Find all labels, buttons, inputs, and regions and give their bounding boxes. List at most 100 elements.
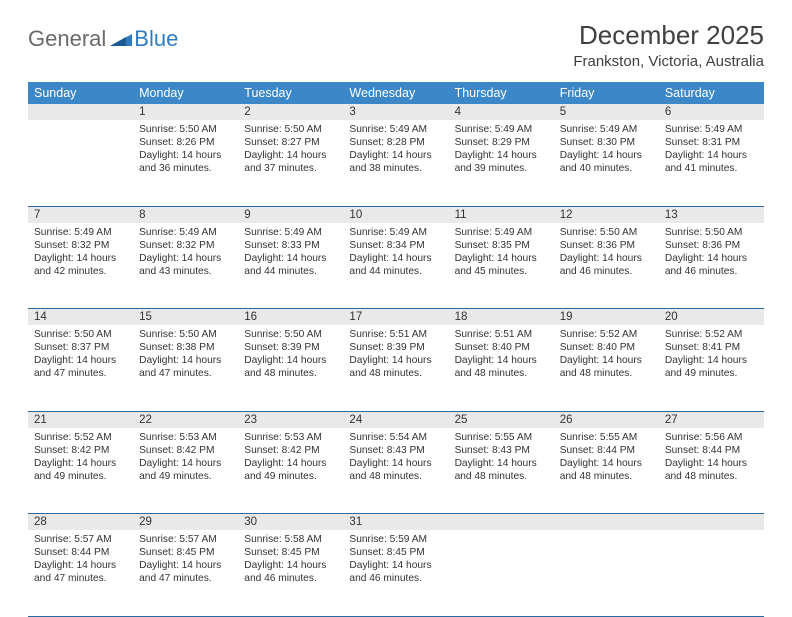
day-cell: Sunrise: 5:50 AMSunset: 8:39 PMDaylight:… (238, 325, 343, 411)
title-block: December 2025 Frankston, Victoria, Austr… (573, 20, 764, 70)
day-details: Sunrise: 5:57 AMSunset: 8:45 PMDaylight:… (133, 530, 238, 591)
day-cell: Sunrise: 5:50 AMSunset: 8:37 PMDaylight:… (28, 325, 133, 411)
day-details: Sunrise: 5:49 AMSunset: 8:30 PMDaylight:… (554, 120, 659, 181)
day-cell: Sunrise: 5:49 AMSunset: 8:29 PMDaylight:… (449, 120, 554, 206)
day-details: Sunrise: 5:53 AMSunset: 8:42 PMDaylight:… (133, 428, 238, 489)
day-cell: Sunrise: 5:59 AMSunset: 8:45 PMDaylight:… (343, 530, 448, 616)
day-cell: Sunrise: 5:58 AMSunset: 8:45 PMDaylight:… (238, 530, 343, 616)
daynum-row: 21222324252627 (28, 411, 764, 428)
weekday-header: Wednesday (343, 82, 448, 104)
day-number: 7 (28, 206, 133, 223)
logo-word2: Blue (134, 26, 178, 52)
day-number: 30 (238, 514, 343, 531)
weekday-header: Tuesday (238, 82, 343, 104)
weekday-header: Friday (554, 82, 659, 104)
daynum-row: 123456 (28, 104, 764, 120)
week-row: Sunrise: 5:57 AMSunset: 8:44 PMDaylight:… (28, 530, 764, 616)
day-number: 26 (554, 411, 659, 428)
day-cell: Sunrise: 5:53 AMSunset: 8:42 PMDaylight:… (238, 428, 343, 514)
day-details: Sunrise: 5:55 AMSunset: 8:44 PMDaylight:… (554, 428, 659, 489)
day-cell: Sunrise: 5:54 AMSunset: 8:43 PMDaylight:… (343, 428, 448, 514)
day-cell: Sunrise: 5:52 AMSunset: 8:41 PMDaylight:… (659, 325, 764, 411)
day-cell (28, 120, 133, 206)
week-row: Sunrise: 5:50 AMSunset: 8:26 PMDaylight:… (28, 120, 764, 206)
daynum-row: 28293031 (28, 514, 764, 531)
day-details: Sunrise: 5:51 AMSunset: 8:40 PMDaylight:… (449, 325, 554, 386)
day-details: Sunrise: 5:49 AMSunset: 8:34 PMDaylight:… (343, 223, 448, 284)
day-details: Sunrise: 5:57 AMSunset: 8:44 PMDaylight:… (28, 530, 133, 591)
day-details: Sunrise: 5:54 AMSunset: 8:43 PMDaylight:… (343, 428, 448, 489)
day-details: Sunrise: 5:51 AMSunset: 8:39 PMDaylight:… (343, 325, 448, 386)
day-details: Sunrise: 5:50 AMSunset: 8:37 PMDaylight:… (28, 325, 133, 386)
day-number: 20 (659, 309, 764, 326)
day-cell: Sunrise: 5:53 AMSunset: 8:42 PMDaylight:… (133, 428, 238, 514)
day-number: 1 (133, 104, 238, 120)
day-cell: Sunrise: 5:55 AMSunset: 8:44 PMDaylight:… (554, 428, 659, 514)
day-cell: Sunrise: 5:55 AMSunset: 8:43 PMDaylight:… (449, 428, 554, 514)
weekday-header: Monday (133, 82, 238, 104)
day-number: 15 (133, 309, 238, 326)
day-number: 28 (28, 514, 133, 531)
day-cell: Sunrise: 5:49 AMSunset: 8:32 PMDaylight:… (28, 223, 133, 309)
day-cell (554, 530, 659, 616)
day-cell: Sunrise: 5:57 AMSunset: 8:44 PMDaylight:… (28, 530, 133, 616)
day-number: 2 (238, 104, 343, 120)
day-cell: Sunrise: 5:50 AMSunset: 8:38 PMDaylight:… (133, 325, 238, 411)
day-details: Sunrise: 5:50 AMSunset: 8:36 PMDaylight:… (554, 223, 659, 284)
day-number: 9 (238, 206, 343, 223)
day-details: Sunrise: 5:50 AMSunset: 8:27 PMDaylight:… (238, 120, 343, 181)
day-details: Sunrise: 5:49 AMSunset: 8:31 PMDaylight:… (659, 120, 764, 181)
day-number: 19 (554, 309, 659, 326)
day-number: 8 (133, 206, 238, 223)
day-number: 14 (28, 309, 133, 326)
day-cell: Sunrise: 5:52 AMSunset: 8:42 PMDaylight:… (28, 428, 133, 514)
day-details: Sunrise: 5:50 AMSunset: 8:36 PMDaylight:… (659, 223, 764, 284)
day-number: 5 (554, 104, 659, 120)
day-details: Sunrise: 5:58 AMSunset: 8:45 PMDaylight:… (238, 530, 343, 591)
daynum-row: 14151617181920 (28, 309, 764, 326)
day-cell: Sunrise: 5:50 AMSunset: 8:36 PMDaylight:… (659, 223, 764, 309)
day-number: 16 (238, 309, 343, 326)
day-details: Sunrise: 5:50 AMSunset: 8:39 PMDaylight:… (238, 325, 343, 386)
logo-triangle-icon (110, 32, 132, 46)
logo-word1: General (28, 26, 106, 52)
logo: General Blue (28, 26, 178, 52)
day-cell: Sunrise: 5:51 AMSunset: 8:40 PMDaylight:… (449, 325, 554, 411)
day-number: 11 (449, 206, 554, 223)
week-row: Sunrise: 5:52 AMSunset: 8:42 PMDaylight:… (28, 428, 764, 514)
day-number (659, 514, 764, 531)
day-number: 21 (28, 411, 133, 428)
day-details: Sunrise: 5:50 AMSunset: 8:26 PMDaylight:… (133, 120, 238, 181)
day-details: Sunrise: 5:49 AMSunset: 8:32 PMDaylight:… (28, 223, 133, 284)
day-details: Sunrise: 5:53 AMSunset: 8:42 PMDaylight:… (238, 428, 343, 489)
day-details: Sunrise: 5:52 AMSunset: 8:42 PMDaylight:… (28, 428, 133, 489)
day-cell: Sunrise: 5:49 AMSunset: 8:35 PMDaylight:… (449, 223, 554, 309)
day-cell: Sunrise: 5:49 AMSunset: 8:34 PMDaylight:… (343, 223, 448, 309)
weekday-header: Thursday (449, 82, 554, 104)
week-row: Sunrise: 5:49 AMSunset: 8:32 PMDaylight:… (28, 223, 764, 309)
day-cell (449, 530, 554, 616)
day-cell: Sunrise: 5:49 AMSunset: 8:32 PMDaylight:… (133, 223, 238, 309)
day-cell: Sunrise: 5:49 AMSunset: 8:30 PMDaylight:… (554, 120, 659, 206)
day-cell: Sunrise: 5:49 AMSunset: 8:31 PMDaylight:… (659, 120, 764, 206)
day-details: Sunrise: 5:49 AMSunset: 8:35 PMDaylight:… (449, 223, 554, 284)
day-number: 6 (659, 104, 764, 120)
day-number: 23 (238, 411, 343, 428)
day-number: 3 (343, 104, 448, 120)
day-cell: Sunrise: 5:50 AMSunset: 8:26 PMDaylight:… (133, 120, 238, 206)
day-details: Sunrise: 5:49 AMSunset: 8:29 PMDaylight:… (449, 120, 554, 181)
day-number: 22 (133, 411, 238, 428)
day-details: Sunrise: 5:49 AMSunset: 8:28 PMDaylight:… (343, 120, 448, 181)
day-cell: Sunrise: 5:56 AMSunset: 8:44 PMDaylight:… (659, 428, 764, 514)
day-cell: Sunrise: 5:49 AMSunset: 8:33 PMDaylight:… (238, 223, 343, 309)
day-details: Sunrise: 5:56 AMSunset: 8:44 PMDaylight:… (659, 428, 764, 489)
weekday-header: Saturday (659, 82, 764, 104)
day-number: 10 (343, 206, 448, 223)
daynum-row: 78910111213 (28, 206, 764, 223)
day-number: 18 (449, 309, 554, 326)
weekday-header: Sunday (28, 82, 133, 104)
day-number: 13 (659, 206, 764, 223)
day-details: Sunrise: 5:55 AMSunset: 8:43 PMDaylight:… (449, 428, 554, 489)
day-number: 25 (449, 411, 554, 428)
week-row: Sunrise: 5:50 AMSunset: 8:37 PMDaylight:… (28, 325, 764, 411)
